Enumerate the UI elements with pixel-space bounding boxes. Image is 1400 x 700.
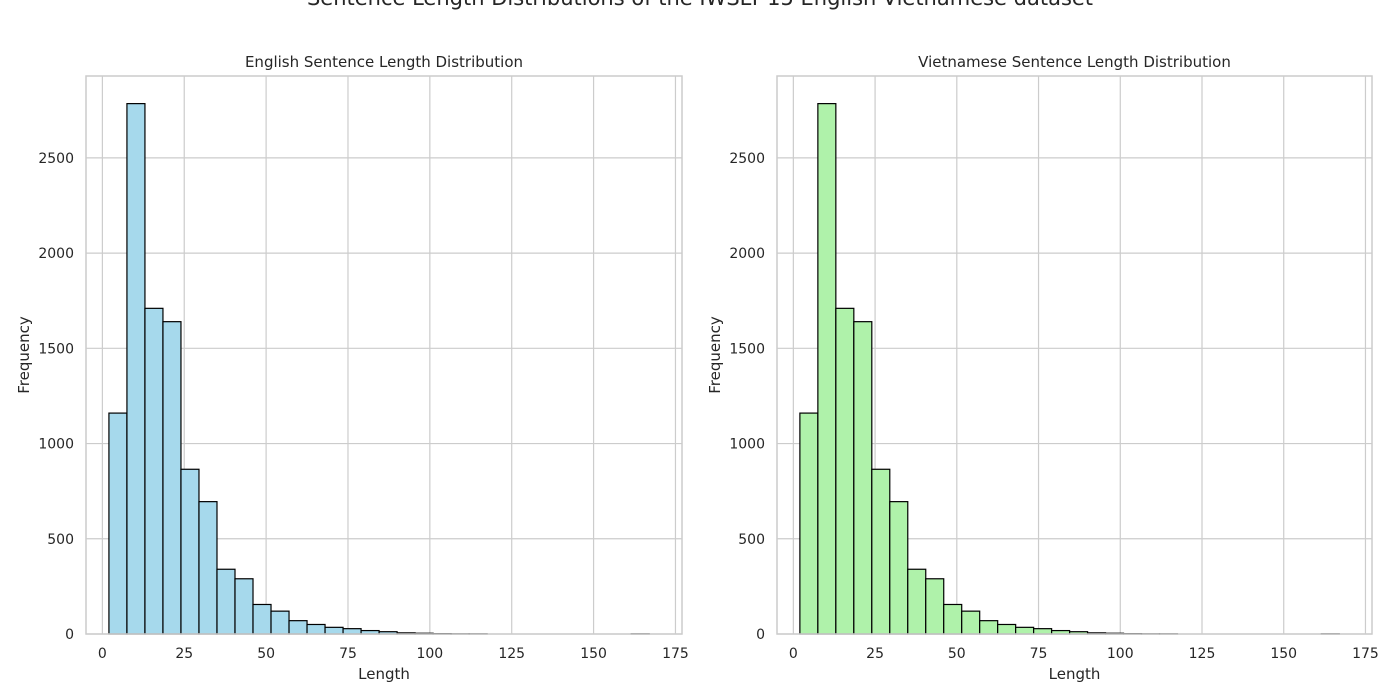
english-y-tick-label: 500	[47, 532, 74, 548]
english-histogram-bar	[306, 623, 326, 635]
english-histogram-bar	[252, 603, 272, 635]
english-histogram-bar	[342, 628, 362, 635]
vietnamese-x-tick-label: 0	[789, 646, 798, 662]
english-x-tick-label: 125	[498, 646, 525, 662]
vietnamese-x-tick-label: 175	[1352, 646, 1379, 662]
english-y-tick-label: 1000	[38, 437, 74, 453]
vietnamese-histogram-bar	[961, 610, 981, 635]
english-x-tick-label: 25	[175, 646, 193, 662]
english-histogram-bar	[180, 468, 200, 635]
figure-suptitle: Sentence Length Distributions of the IWS…	[0, 0, 1400, 10]
english-histogram-panel: 0 25 50 75 100 125 150 175 0 500 1000 1500 2000 2500 E…	[15, 53, 689, 683]
english-histogram-bar	[288, 620, 308, 635]
vietnamese-x-axis-label: Length	[1049, 665, 1101, 683]
vietnamese-y-tick-label: 0	[756, 627, 765, 643]
english-x-tick-label: 100	[416, 646, 443, 662]
english-x-tick-label: 175	[662, 646, 689, 662]
vietnamese-histogram-bar	[799, 412, 819, 635]
english-x-tick-label: 75	[339, 646, 357, 662]
vietnamese-histogram-bar	[853, 321, 873, 635]
vietnamese-y-tick-label: 2000	[729, 246, 765, 262]
vietnamese-x-tick-label: 150	[1270, 646, 1297, 662]
english-histogram-bar	[162, 321, 182, 635]
english-histogram-bar	[198, 501, 218, 635]
vietnamese-histogram-bar	[925, 578, 945, 635]
vietnamese-x-tick-label: 125	[1189, 646, 1216, 662]
english-panel-title: English Sentence Length Distribution	[245, 53, 523, 71]
vietnamese-x-tick-label: 50	[948, 646, 966, 662]
english-x-tick-label: 0	[98, 646, 107, 662]
vietnamese-x-tick-label: 25	[866, 646, 884, 662]
vietnamese-axes-frame	[776, 75, 1373, 635]
english-y-tick-label: 2500	[38, 151, 74, 167]
vietnamese-y-tick-label: 1000	[729, 437, 765, 453]
english-x-tick-label: 150	[580, 646, 607, 662]
vietnamese-x-tick-label: 100	[1107, 646, 1134, 662]
english-y-tick-label: 1500	[38, 341, 74, 357]
vietnamese-histogram-bar	[1033, 628, 1053, 635]
vietnamese-panel-title: Vietnamese Sentence Length Distribution	[918, 53, 1231, 71]
vietnamese-histogram-bar	[871, 468, 891, 635]
vietnamese-histogram-bar	[835, 307, 855, 635]
english-histogram-bar	[144, 307, 164, 635]
english-histogram-bar	[126, 103, 146, 635]
vietnamese-y-tick-label: 500	[738, 532, 765, 548]
english-histogram-bar	[108, 412, 128, 635]
vietnamese-histogram-bar	[943, 603, 963, 635]
vietnamese-histogram-bar	[979, 620, 999, 635]
english-y-tick-label: 2000	[38, 246, 74, 262]
english-x-axis-label: Length	[358, 665, 410, 683]
vietnamese-y-tick-label: 1500	[729, 341, 765, 357]
english-x-tick-label: 50	[257, 646, 275, 662]
vietnamese-histogram-bar	[907, 568, 927, 635]
english-y-tick-label: 0	[65, 627, 74, 643]
english-histogram-bar	[234, 578, 254, 635]
vietnamese-x-tick-label: 75	[1030, 646, 1048, 662]
vietnamese-histogram-bar	[997, 623, 1017, 635]
english-axes-frame	[85, 75, 683, 635]
vietnamese-y-axis-label: Frequency	[706, 316, 724, 394]
english-histogram-bar	[324, 626, 344, 635]
vietnamese-y-tick-label: 2500	[729, 151, 765, 167]
vietnamese-histogram-bar	[1015, 626, 1035, 635]
vietnamese-histogram-panel: 0 25 50 75 100 125 150 175 0 500 1000 1500 2000 2500 V…	[706, 53, 1379, 683]
english-histogram-bar	[270, 610, 290, 635]
english-histogram-bar	[216, 568, 236, 635]
vietnamese-histogram-bar	[817, 103, 837, 635]
vietnamese-histogram-bar	[889, 501, 909, 635]
english-y-axis-label: Frequency	[15, 316, 33, 394]
